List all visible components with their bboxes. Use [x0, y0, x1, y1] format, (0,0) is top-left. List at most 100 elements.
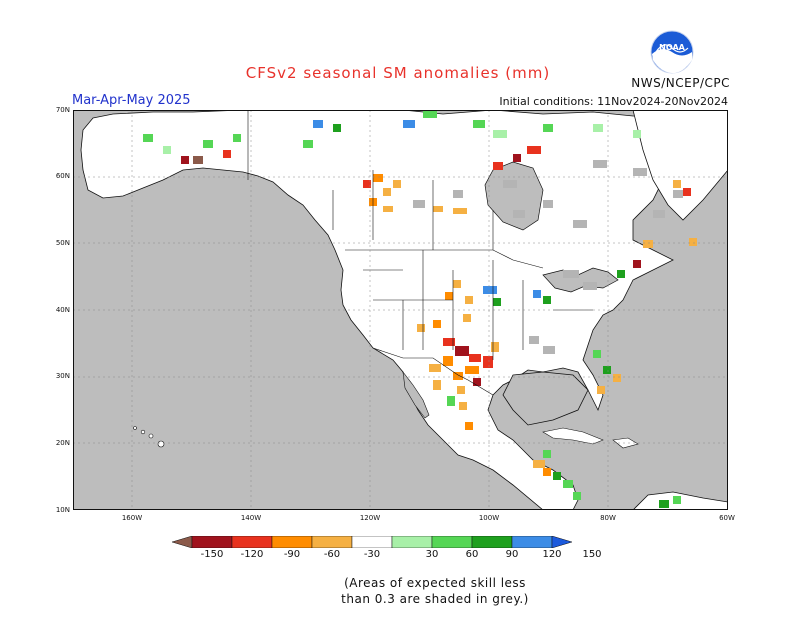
anomaly-cell [313, 120, 323, 128]
skill-note-line1: (Areas of expected skill less [344, 576, 526, 590]
anomaly-cell [483, 286, 497, 294]
noaa-logo-icon: NOAA [650, 30, 694, 74]
color-bar-segment [311, 536, 353, 548]
anomaly-cell [563, 480, 573, 488]
cuba [542, 427, 604, 445]
anomaly-cell [503, 180, 517, 188]
anomaly-cell [643, 240, 653, 248]
anomaly-cell [493, 162, 503, 170]
hudson-bay [484, 161, 544, 231]
color-bar-tick-label: -120 [240, 549, 264, 560]
anomaly-cell [673, 180, 681, 188]
anomaly-cell [459, 402, 467, 410]
anomaly-cell [543, 200, 553, 208]
color-bar-segments [172, 536, 573, 548]
anomaly-cell [673, 190, 683, 198]
map-title: CFSv2 seasonal SM anomalies (mm) [245, 64, 551, 82]
anomaly-cell [513, 210, 525, 218]
anomaly-map [73, 110, 728, 510]
color-bar-tick-label: 90 [505, 549, 519, 560]
anomaly-cell [373, 174, 383, 182]
anomaly-cell [593, 350, 601, 358]
anomaly-cell [543, 450, 551, 458]
agency-label: NWS/NCEP/CPC [631, 76, 730, 90]
anomaly-cell [553, 472, 561, 480]
lat-label-50n: 50N [55, 239, 70, 247]
anomaly-cells [143, 110, 697, 508]
gulf-of-mexico [502, 371, 589, 426]
initial-conditions-label: Initial conditions: 11Nov2024-20Nov2024 [499, 95, 728, 108]
lat-label-70n: 70N [55, 106, 70, 114]
anomaly-cell [529, 336, 539, 344]
season-label: Mar-Apr-May 2025 [72, 93, 191, 108]
anomaly-cell [603, 366, 611, 374]
lat-label-60n: 60N [55, 172, 70, 180]
anomaly-cell [493, 130, 507, 138]
color-bar-segment [391, 536, 433, 548]
skill-note-line2: than 0.3 are shaded in grey.) [341, 592, 529, 606]
anomaly-cell [181, 156, 189, 164]
anomaly-cell [473, 378, 481, 386]
graticule [73, 110, 728, 510]
color-bar-segment [191, 536, 233, 548]
anomaly-cell [673, 496, 681, 504]
anomaly-cell [533, 460, 545, 468]
map-panel [73, 110, 728, 510]
anomaly-cell [403, 120, 415, 128]
anomaly-cell [333, 124, 341, 132]
lat-label-20n: 20N [55, 439, 70, 447]
logo-text: NOAA [659, 43, 685, 52]
anomaly-cell [363, 180, 371, 188]
gulf-of-california [402, 370, 430, 419]
anomaly-cell [443, 356, 453, 366]
anomaly-cell [573, 492, 581, 500]
color-bar-tick-label: 120 [542, 549, 562, 560]
anomaly-cell [527, 146, 541, 154]
anomaly-cell [543, 346, 555, 354]
lat-label-30n: 30N [55, 372, 70, 380]
lat-label-40n: 40N [55, 306, 70, 314]
anomaly-cell [483, 356, 493, 368]
color-bar-tick-label: 30 [425, 549, 439, 560]
anomaly-cell [443, 338, 455, 346]
anomaly-cell [433, 380, 441, 390]
anomaly-cell [513, 154, 521, 162]
anomaly-cell [633, 260, 641, 268]
lon-label-80w: 80W [600, 514, 616, 522]
anomaly-cell [393, 180, 401, 188]
anomaly-cell [383, 206, 393, 212]
anomaly-cell [593, 160, 607, 168]
anomaly-cell [533, 290, 541, 298]
anomaly-cell [563, 270, 579, 278]
anomaly-cell [683, 188, 691, 196]
greenland-land [632, 110, 728, 221]
color-bar-tick-label: -60 [323, 549, 341, 560]
anomaly-cell [613, 374, 621, 382]
lon-label-160w: 160W [121, 514, 143, 522]
color-bar-tick-label: 150 [582, 549, 602, 560]
anomaly-cell [617, 270, 625, 278]
color-bar-tick-label: -150 [200, 549, 224, 560]
color-bar-tick-label: -90 [283, 549, 301, 560]
anomaly-cell [223, 150, 231, 158]
anomaly-cell [463, 314, 471, 322]
anomaly-cell [413, 200, 425, 208]
anomaly-cell [447, 396, 455, 406]
anomaly-cell [633, 130, 641, 138]
anomaly-cell [203, 140, 213, 148]
anomaly-cell [433, 206, 443, 212]
anomaly-cell [429, 364, 441, 372]
color-bar-segment [271, 536, 313, 548]
color-bar-segment [511, 536, 553, 548]
anomaly-cell [233, 134, 241, 142]
anomaly-cell [433, 320, 441, 328]
anomaly-cell [143, 134, 153, 142]
anomaly-cell [573, 220, 587, 228]
anomaly-cell [465, 366, 479, 374]
anomaly-cell [193, 156, 203, 164]
anomaly-cell [163, 146, 171, 154]
anomaly-cell [465, 296, 473, 304]
color-bar-segment [471, 536, 513, 548]
anomaly-cell [543, 124, 553, 132]
anomaly-cell [465, 422, 473, 430]
